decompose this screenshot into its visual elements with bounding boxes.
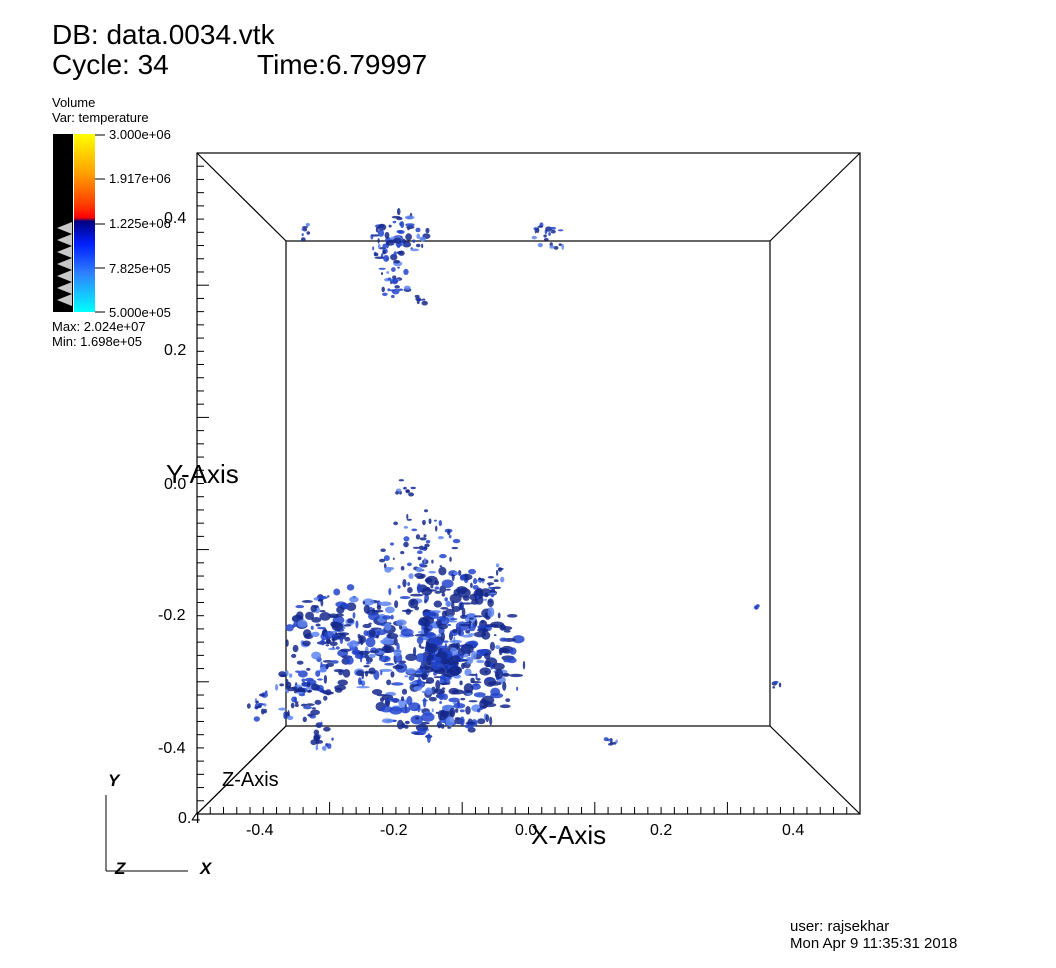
- bounding-box: [196, 152, 861, 815]
- x-tick-label: 0.0: [515, 822, 538, 839]
- legend-tick-5: 5.000e+05: [109, 305, 171, 320]
- date-label: Mon Apr 9 11:35:31 2018: [790, 935, 958, 952]
- x-tick-label: 0.4: [782, 822, 805, 839]
- x-tick-label: 0.2: [650, 822, 673, 839]
- volume-render: [246, 208, 782, 751]
- x-axis-title: X-Axis: [531, 820, 607, 850]
- z-corner-tick-label: 0.4: [178, 810, 201, 827]
- z-axis-ticks: [196, 725, 287, 815]
- y-tick-label: 0.2: [164, 342, 187, 359]
- triad-y-label: Y: [108, 771, 120, 790]
- y-tick-label: -0.4: [158, 740, 186, 757]
- axis-triad: [105, 795, 188, 872]
- x-tick-label: -0.2: [380, 822, 408, 839]
- y-tick-label: 0.4: [164, 210, 187, 227]
- legend-min: Min: 1.698e+05: [52, 334, 142, 349]
- legend-opacity-triangles: [57, 222, 72, 306]
- legend-tick-1: 3.000e+06: [109, 127, 171, 142]
- y-axis-title: Y-Axis: [166, 459, 239, 489]
- time-label: Time:6.79997: [257, 49, 428, 80]
- y-tick-label: -0.2: [158, 607, 186, 624]
- x-tick-label: -0.4: [246, 822, 274, 839]
- legend-variable: Var: temperature: [52, 110, 149, 125]
- triad-x-label: X: [200, 859, 212, 878]
- user-label: user: rajsekhar: [790, 918, 890, 935]
- y-tick-label: 0.0: [164, 476, 187, 493]
- legend-tick-3: 1.225e+06: [109, 216, 171, 231]
- legend-max: Max: 2.024e+07: [52, 319, 146, 334]
- legend-color-bar: [74, 134, 95, 312]
- legend-plot-type: Volume: [52, 95, 96, 110]
- legend-tick-2: 1.917e+06: [109, 171, 171, 186]
- legend-tick-4: 7.825e+05: [109, 261, 171, 276]
- cycle-label: Cycle: 34: [52, 49, 169, 80]
- triad-z-label: Z: [115, 859, 126, 878]
- database-label: DB: data.0034.vtk: [52, 19, 275, 50]
- z-axis-title: Z-Axis: [222, 769, 279, 791]
